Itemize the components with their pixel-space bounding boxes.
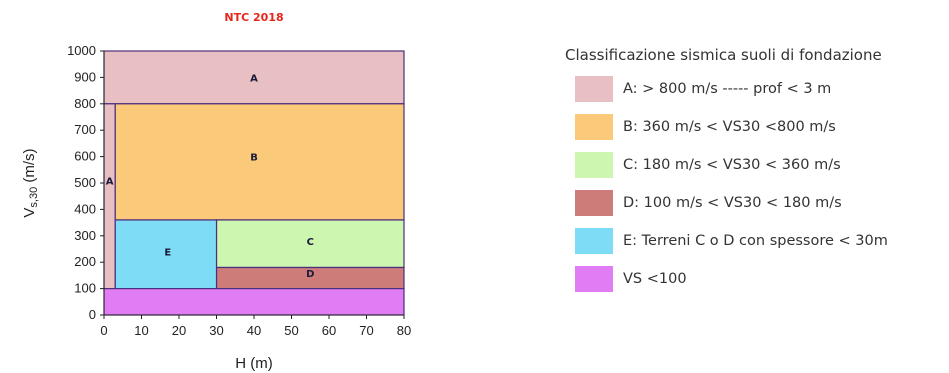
y-tick-label: 500 [74, 175, 96, 190]
legend-label: VS <100 [623, 271, 687, 287]
y-tick-label: 300 [74, 228, 96, 243]
legend-swatch [575, 114, 613, 140]
x-tick-label: 0 [100, 323, 107, 338]
legend-item: VS <100 [575, 260, 945, 298]
zone-c-3 [215, 219, 405, 269]
legend-item: D: 100 m/s < VS30 < 180 m/s [575, 184, 945, 222]
legend-swatch [575, 266, 613, 292]
x-tick-label: 40 [247, 323, 261, 338]
legend-swatch [575, 152, 613, 178]
zone-label-b-2: B [250, 153, 258, 164]
y-tick-label: 600 [74, 149, 96, 164]
x-tick-label: 30 [209, 323, 223, 338]
x-tick-label: 60 [322, 323, 336, 338]
y-tick-label: 100 [74, 281, 96, 296]
y-tick-label: 200 [74, 254, 96, 269]
y-tick-label: 900 [74, 69, 96, 84]
zone-label-e-5: E [164, 248, 171, 259]
x-tick-label: 80 [397, 323, 411, 338]
legend-label: D: 100 m/s < VS30 < 180 m/s [623, 195, 842, 211]
x-axis-label: H (m) [235, 355, 273, 372]
x-tick-label: 70 [359, 323, 373, 338]
chart-title: NTC 2018 [224, 11, 283, 24]
legend-item: B: 360 m/s < VS30 <800 m/s [575, 108, 945, 146]
y-tick-label: 1000 [67, 43, 96, 58]
y-axis-label: Vs,30 (m/s) [21, 148, 40, 217]
zone-label-d-4: D [306, 269, 314, 280]
legend-swatch [575, 190, 613, 216]
legend-item: E: Terreni C o D con spessore < 30m [575, 222, 945, 260]
legend-label: A: > 800 m/s ----- prof < 3 m [623, 81, 832, 97]
legend-item: A: > 800 m/s ----- prof < 3 m [575, 70, 945, 108]
zone-b-2 [114, 103, 405, 221]
zone-layer [103, 50, 405, 316]
axes-layer: 0 10 20 30 40 50 60 70 8001002003004005006007008… [67, 43, 411, 338]
zone-label-a-1: A [106, 176, 114, 187]
zone-a-1 [103, 103, 116, 290]
zone-a-0 [103, 50, 405, 105]
legend-title: Classificazione sismica suoli di fondazi… [565, 46, 882, 64]
zone-label-c-3: C [307, 237, 314, 248]
x-tick-label: 50 [284, 323, 298, 338]
zone-label-a-0: A [250, 73, 258, 84]
legend: Classificazione sismica suoli di fondazi… [565, 46, 945, 298]
x-tick-label: 10 [134, 323, 148, 338]
legend-label: E: Terreni C o D con spessore < 30m [623, 233, 888, 249]
legend-label: C: 180 m/s < VS30 < 360 m/s [623, 157, 841, 173]
zone-e-5 [114, 219, 218, 290]
x-tick-label: 20 [172, 323, 186, 338]
zone-vs100-6 [103, 288, 405, 316]
legend-label: B: 360 m/s < VS30 <800 m/s [623, 119, 836, 135]
y-tick-label: 400 [74, 201, 96, 216]
y-tick-label: 700 [74, 122, 96, 137]
legend-swatch [575, 228, 613, 254]
legend-swatch [575, 76, 613, 102]
legend-items: A: > 800 m/s ----- prof < 3 m B: 360 m/s … [565, 70, 945, 298]
legend-item: C: 180 m/s < VS30 < 360 m/s [575, 146, 945, 184]
y-tick-label: 800 [74, 96, 96, 111]
y-tick-label: 0 [89, 307, 96, 322]
zone-label-layer: A A B C D E [106, 73, 315, 279]
